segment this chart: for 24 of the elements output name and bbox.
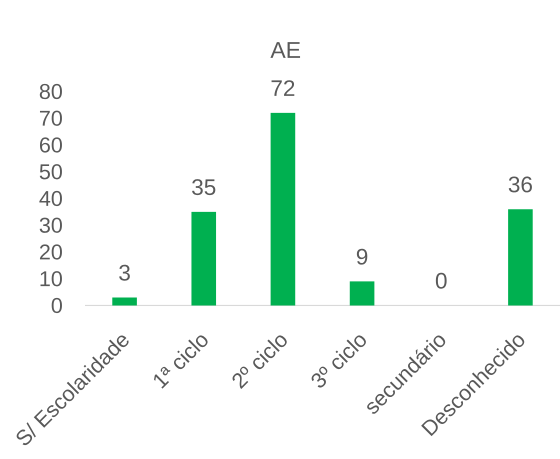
y-tick-label: 30 (40, 218, 62, 233)
data-label: 35 (192, 179, 216, 196)
y-tick-label: 50 (40, 164, 62, 180)
data-label: 36 (508, 176, 532, 192)
y-tick-label: 70 (40, 110, 62, 126)
x-tick-label: 3º ciclo (312, 335, 366, 388)
y-tick-label: 60 (40, 137, 62, 153)
bar (270, 112, 296, 306)
x-tick-label: 1ª ciclo (154, 335, 208, 389)
bar (191, 212, 216, 306)
chart-title: AE (270, 42, 300, 58)
bar (112, 297, 137, 306)
data-label: 0 (436, 272, 447, 289)
x-tick-label: 2º ciclo (232, 335, 287, 389)
bar (508, 209, 533, 306)
y-tick-label: 10 (40, 271, 62, 286)
y-tick-label: 0 (52, 298, 62, 314)
y-tick-label: 40 (39, 190, 62, 206)
y-tick-label: 20 (40, 244, 62, 260)
data-label: 9 (356, 248, 368, 265)
y-tick-label: 80 (40, 84, 62, 100)
data-label: 3 (119, 264, 130, 281)
bar (350, 281, 374, 306)
data-label: 72 (272, 80, 294, 96)
